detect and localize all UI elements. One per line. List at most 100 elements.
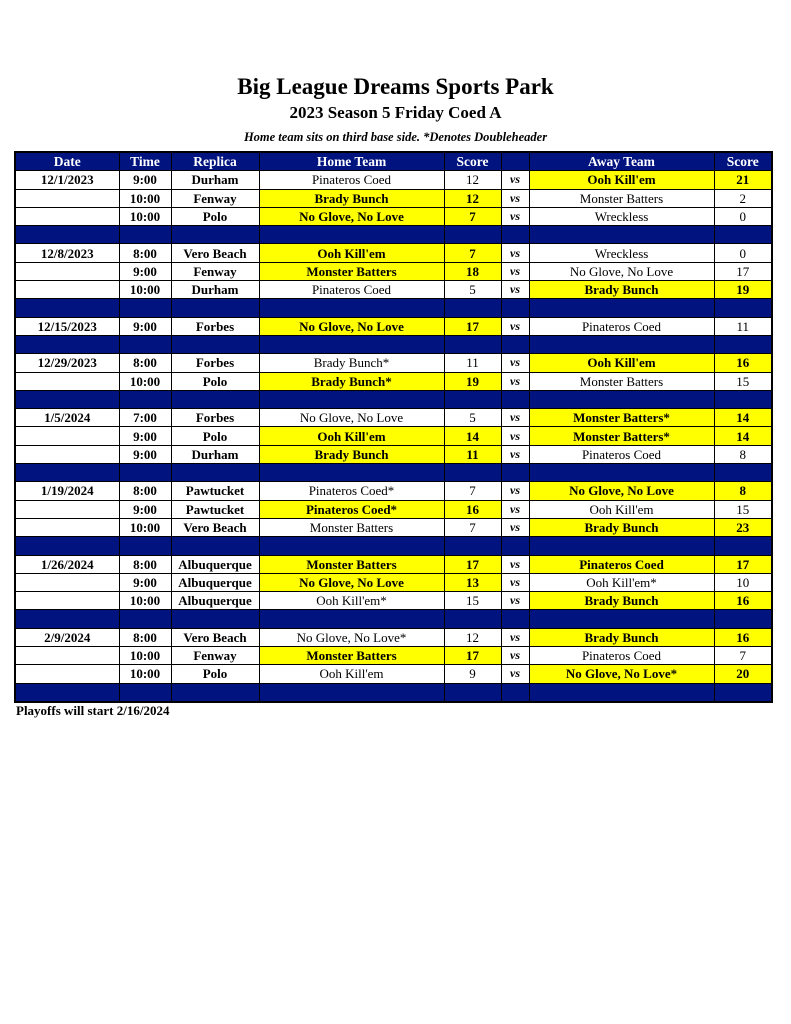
home-score: 15 bbox=[443, 591, 502, 611]
away-score: 17 bbox=[713, 554, 773, 574]
vs-label: vs bbox=[500, 499, 530, 519]
game-date bbox=[14, 499, 120, 519]
game-time: 9:00 bbox=[118, 316, 172, 336]
home-score: 7 bbox=[443, 243, 502, 263]
separator-cell bbox=[170, 334, 260, 355]
home-score: 12 bbox=[443, 627, 502, 648]
away-team: Brady Bunch bbox=[528, 280, 715, 300]
away-score: 17 bbox=[713, 261, 773, 282]
game-row: 1/26/2024 8:00 Albuquerque Monster Batters 1… bbox=[14, 554, 773, 574]
vs-label: vs bbox=[500, 243, 530, 263]
game-date bbox=[14, 261, 120, 282]
game-row: 1/5/2024 7:00 Forbes No Glove, No Love 5 vs Mo… bbox=[14, 408, 773, 428]
separator-cell bbox=[500, 609, 530, 629]
col-date: Date bbox=[14, 151, 120, 172]
game-row: 10:00 Polo Brady Bunch* 19 vs Monster Batters… bbox=[14, 371, 773, 391]
game-time: 8:00 bbox=[118, 481, 172, 501]
game-replica: Vero Beach bbox=[170, 517, 260, 538]
col-home-score: Score bbox=[443, 151, 502, 172]
home-score: 7 bbox=[443, 481, 502, 501]
home-team: Pinateros Coed* bbox=[258, 499, 445, 519]
game-replica: Pawtucket bbox=[170, 499, 260, 519]
separator-cell bbox=[118, 389, 172, 410]
separator-cell bbox=[500, 463, 530, 483]
separator-cell bbox=[258, 298, 445, 318]
separator-cell bbox=[258, 536, 445, 556]
vs-label: vs bbox=[500, 316, 530, 336]
separator-cell bbox=[528, 536, 715, 556]
home-team: Brady Bunch bbox=[258, 188, 445, 208]
separator-cell bbox=[14, 536, 120, 556]
away-team: Ooh Kill'em bbox=[528, 499, 715, 519]
home-team: Brady Bunch* bbox=[258, 353, 445, 373]
separator-row bbox=[14, 334, 773, 355]
away-team: Monster Batters bbox=[528, 371, 715, 391]
separator-cell bbox=[713, 609, 773, 629]
game-replica: Fenway bbox=[170, 261, 260, 282]
game-date: 12/1/2023 bbox=[14, 170, 120, 190]
away-team: Brady Bunch bbox=[528, 517, 715, 538]
away-team: Brady Bunch bbox=[528, 591, 715, 611]
game-replica: Vero Beach bbox=[170, 243, 260, 263]
vs-label: vs bbox=[500, 261, 530, 282]
separator-cell bbox=[170, 225, 260, 245]
home-team: No Glove, No Love bbox=[258, 206, 445, 227]
away-score: 2 bbox=[713, 188, 773, 208]
home-score: 5 bbox=[443, 408, 502, 428]
vs-label: vs bbox=[500, 444, 530, 465]
separator-cell bbox=[118, 609, 172, 629]
away-team: Monster Batters* bbox=[528, 426, 715, 446]
game-time: 9:00 bbox=[118, 261, 172, 282]
separator-row bbox=[14, 609, 773, 629]
home-score: 12 bbox=[443, 170, 502, 190]
home-team: Brady Bunch* bbox=[258, 371, 445, 391]
game-date bbox=[14, 646, 120, 666]
vs-label: vs bbox=[500, 408, 530, 428]
home-score: 11 bbox=[443, 444, 502, 465]
away-score: 21 bbox=[713, 170, 773, 190]
away-team: Brady Bunch bbox=[528, 627, 715, 648]
game-row: 12/15/2023 9:00 Forbes No Glove, No Love 17 v… bbox=[14, 316, 773, 336]
game-date bbox=[14, 280, 120, 300]
game-row: 10:00 Vero Beach Monster Batters 7 vs Brady B… bbox=[14, 517, 773, 538]
separator-cell bbox=[528, 609, 715, 629]
separator-cell bbox=[500, 334, 530, 355]
away-team: Monster Batters* bbox=[528, 408, 715, 428]
game-date: 1/19/2024 bbox=[14, 481, 120, 501]
away-score: 20 bbox=[713, 664, 773, 684]
separator-cell bbox=[443, 334, 502, 355]
separator-cell bbox=[443, 463, 502, 483]
home-team: Pinateros Coed bbox=[258, 170, 445, 190]
away-team: Ooh Kill'em* bbox=[528, 572, 715, 593]
separator-cell bbox=[14, 609, 120, 629]
game-replica: Forbes bbox=[170, 316, 260, 336]
vs-label: vs bbox=[500, 426, 530, 446]
home-score: 19 bbox=[443, 371, 502, 391]
home-score: 18 bbox=[443, 261, 502, 282]
separator-cell bbox=[500, 682, 530, 703]
home-team: Monster Batters bbox=[258, 554, 445, 574]
game-time: 10:00 bbox=[118, 646, 172, 666]
game-row: 10:00 Fenway Monster Batters 17 vs Pinateros … bbox=[14, 646, 773, 666]
vs-label: vs bbox=[500, 572, 530, 593]
game-time: 8:00 bbox=[118, 243, 172, 263]
game-row: 10:00 Polo No Glove, No Love 7 vs Wreckless 0 bbox=[14, 206, 773, 227]
col-away-team: Away Team bbox=[528, 151, 715, 172]
game-row: 12/29/2023 8:00 Forbes Brady Bunch* 11 vs Ooh … bbox=[14, 353, 773, 373]
vs-label: vs bbox=[500, 664, 530, 684]
separator-row bbox=[14, 682, 773, 703]
game-date bbox=[14, 426, 120, 446]
playoffs-note: Playoffs will start 2/16/2024 bbox=[16, 703, 170, 718]
game-time: 10:00 bbox=[118, 280, 172, 300]
away-score: 14 bbox=[713, 426, 773, 446]
home-team: No Glove, No Love bbox=[258, 408, 445, 428]
away-score: 16 bbox=[713, 591, 773, 611]
away-score: 19 bbox=[713, 280, 773, 300]
page-title: Big League Dreams Sports Park bbox=[237, 74, 554, 99]
page-subtitle: 2023 Season 5 Friday Coed A bbox=[289, 103, 502, 122]
game-time: 10:00 bbox=[118, 188, 172, 208]
game-time: 10:00 bbox=[118, 664, 172, 684]
home-team: Monster Batters bbox=[258, 261, 445, 282]
separator-row bbox=[14, 298, 773, 318]
separator-cell bbox=[713, 389, 773, 410]
